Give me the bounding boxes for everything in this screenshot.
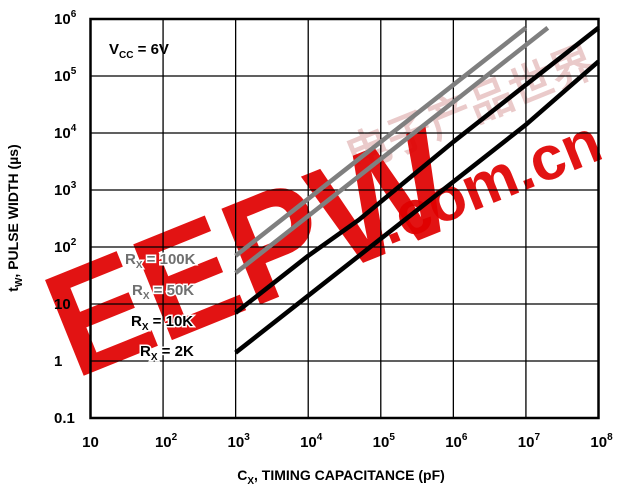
y-tick-label: 1 [54, 353, 62, 370]
axis-titles: CX, TIMING CAPACITANCE (pF) tW, PULSE WID… [5, 144, 445, 487]
x-tick-label: 103 [228, 432, 251, 451]
series-label-4: RX = 2K [140, 343, 194, 363]
x-tick-labels: 10 102 103 104 105 106 107 108 [82, 432, 613, 451]
x-tick-label: 102 [155, 432, 178, 451]
x-tick-label: 10 [82, 434, 99, 451]
series-label-2: RX = 50K [132, 282, 194, 302]
y-tick-label: 105 [54, 66, 77, 85]
series-line-1 [234, 26, 528, 258]
x-tick-label: 108 [590, 432, 613, 451]
x-tick-label: 106 [445, 432, 468, 451]
y-tick-label: 102 [54, 237, 77, 256]
watermark-brand: EEPW [24, 96, 477, 409]
plot-frame [89, 17, 600, 420]
y-axis-title: tW, PULSE WIDTH (µs) [5, 144, 25, 291]
y-tick-label: 106 [54, 9, 77, 28]
series-line-3 [234, 26, 600, 315]
watermark: 电子产品世界 EEPW .com.cn [24, 37, 611, 409]
x-axis-title: CX, TIMING CAPACITANCE (pF) [237, 467, 445, 487]
y-tick-label: 0.1 [54, 410, 75, 427]
series-line-4 [234, 59, 600, 355]
series-labels: VCC = 6V RX = 100K RX = 50K RX = 10K RX = 2K [109, 41, 197, 365]
y-tick-label: 103 [54, 180, 77, 199]
series-line-2 [234, 26, 550, 275]
x-tick-label: 105 [373, 432, 396, 451]
series-label-1: RX = 100K [125, 251, 196, 271]
series-label-3: RX = 10K [131, 313, 193, 333]
y-tick-label: 104 [54, 123, 77, 142]
y-tick-label: 10 [54, 296, 71, 313]
x-tick-label: 107 [518, 432, 541, 451]
y-tick-labels: 0.1 1 10 102 103 104 105 106 [54, 9, 77, 427]
series-lines [234, 26, 600, 355]
condition-label: VCC = 6V [109, 41, 169, 61]
x-tick-label: 104 [300, 432, 323, 451]
